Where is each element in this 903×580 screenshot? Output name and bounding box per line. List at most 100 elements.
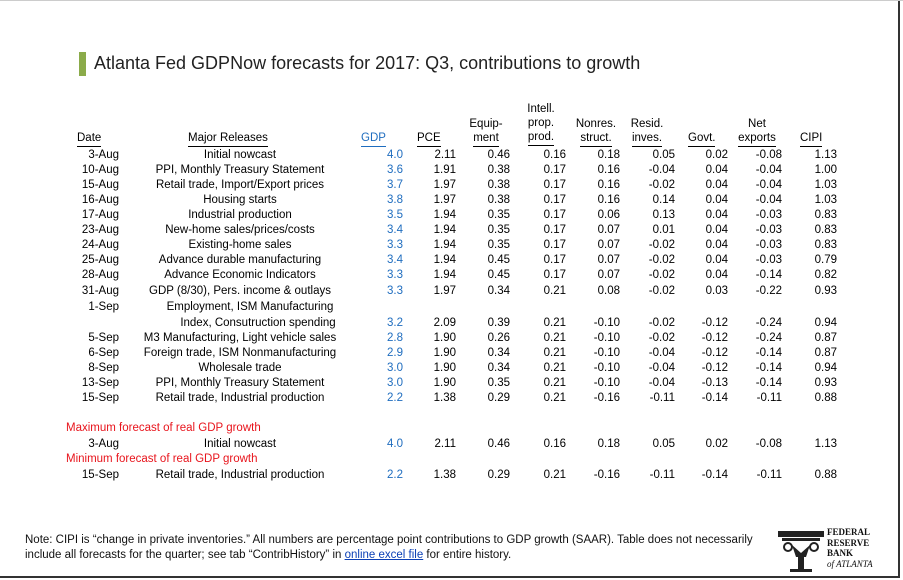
header-releases: Major Releases [188, 131, 268, 147]
cell-resid: -0.02 [648, 285, 675, 297]
cell-ipp: 0.21 [543, 469, 566, 481]
cell-netexp: -0.04 [755, 179, 782, 191]
cell-pce: 2.11 [434, 149, 456, 161]
cell-govt: -0.14 [701, 469, 728, 481]
cell-date: 1-Sep [88, 301, 119, 313]
cell-gdp: 3.0 [387, 362, 403, 374]
cell-equip: 0.45 [487, 254, 510, 266]
cell-equip: 0.26 [487, 332, 510, 344]
cell-cipi: 0.82 [814, 269, 837, 281]
cell-nonres: -0.10 [593, 332, 620, 344]
cell-release: Retail trade, Industrial production [155, 392, 325, 404]
cell-release: Retail trade, Industrial production [155, 469, 325, 481]
cell-netexp: -0.22 [755, 285, 782, 297]
cell-resid: -0.04 [648, 362, 675, 374]
cell-date: 10-Aug [81, 164, 119, 176]
cell-netexp: -0.04 [755, 164, 782, 176]
cell-nonres: 0.07 [597, 254, 620, 266]
table-row: 1-Sep Employment, ISM Manufacturing [0, 300, 903, 315]
cell-govt: -0.12 [701, 362, 728, 374]
cell-cipi: 0.88 [814, 392, 837, 404]
cell-gdp: 3.3 [387, 285, 403, 297]
cell-ipp: 0.21 [543, 362, 566, 374]
cell-govt: -0.14 [701, 392, 728, 404]
cell-pce: 1.38 [433, 469, 456, 481]
table-row: 3-Aug Initial nowcast 4.0 2.11 0.46 0.16 0.18 0… [0, 437, 903, 452]
cell-ipp: 0.21 [543, 347, 566, 359]
table-row: 16-Aug Housing starts 3.8 1.97 0.38 0.17 0.16 0… [0, 193, 903, 208]
cell-govt: 0.04 [705, 209, 728, 221]
cell-equip: 0.35 [487, 209, 510, 221]
cell-resid: -0.04 [648, 377, 675, 389]
cell-ipp: 0.21 [543, 377, 566, 389]
header-gdp: GDP [361, 131, 386, 147]
cell-nonres: -0.16 [593, 392, 620, 404]
cell-govt: 0.04 [705, 269, 728, 281]
cell-govt: -0.12 [701, 332, 728, 344]
note-text: Note: CIPI is “change in private invento… [25, 534, 753, 561]
cell-netexp: -0.08 [755, 438, 782, 450]
cell-equip: 0.34 [487, 362, 510, 374]
table-row: 17-Aug Industrial production 3.5 1.94 0.35 0.… [0, 208, 903, 223]
cell-equip: 0.35 [487, 377, 510, 389]
table-row: Index, Consutruction spending 3.2 2.09 0.39… [0, 316, 903, 331]
cell-nonres: 0.16 [597, 179, 620, 191]
cell-ipp: 0.17 [543, 224, 566, 236]
cell-nonres: 0.07 [597, 269, 620, 281]
cell-release: New-home sales/prices/costs [165, 224, 315, 236]
header-nonres: Nonres. struct. [569, 117, 623, 147]
cell-pce: 1.90 [433, 347, 456, 359]
cell-nonres: 0.07 [597, 239, 620, 251]
cell-date: 15-Sep [81, 469, 119, 481]
cell-netexp: -0.14 [755, 377, 782, 389]
cell-equip: 0.35 [487, 224, 510, 236]
cell-gdp: 3.6 [387, 164, 403, 176]
fed-logo-text: FEDERAL RESERVE BANK of ATLANTA [827, 527, 873, 569]
cell-release: Retail trade, Import/Export prices [155, 179, 325, 191]
cell-govt: 0.04 [705, 254, 728, 266]
title-accent-bar [79, 52, 86, 76]
cell-nonres: 0.07 [597, 224, 620, 236]
cell-pce: 1.97 [433, 194, 456, 206]
cell-cipi: 0.83 [814, 209, 837, 221]
cell-ipp: 0.21 [543, 392, 566, 404]
cell-release: Housing starts [203, 194, 277, 206]
cell-equip: 0.38 [487, 194, 510, 206]
cell-gdp: 4.0 [387, 149, 403, 161]
cell-resid: -0.02 [648, 332, 675, 344]
online-excel-link[interactable]: online excel file [344, 548, 424, 561]
cell-release: Initial nowcast [203, 438, 277, 450]
cell-gdp: 3.7 [387, 179, 403, 191]
cell-nonres: 0.08 [597, 285, 620, 297]
cell-pce: 1.38 [433, 392, 456, 404]
cell-pce: 1.94 [433, 209, 456, 221]
cell-resid: 0.14 [652, 194, 675, 206]
cell-release: Existing-home sales [188, 239, 292, 251]
table-row: 13-Sep PPI, Monthly Treasury Statement 3.0… [0, 376, 903, 391]
cell-date: 16-Aug [81, 194, 119, 206]
cell-date: 23-Aug [81, 224, 119, 236]
cell-nonres: 0.16 [597, 194, 620, 206]
cell-equip: 0.39 [487, 317, 510, 329]
cell-gdp: 3.0 [387, 377, 403, 389]
cell-nonres: -0.16 [593, 469, 620, 481]
cell-netexp: -0.14 [755, 269, 782, 281]
cell-gdp: 3.4 [387, 254, 403, 266]
cell-ipp: 0.17 [543, 239, 566, 251]
cell-gdp: 3.2 [387, 317, 403, 329]
cell-gdp: 2.2 [387, 469, 403, 481]
cell-equip: 0.34 [487, 285, 510, 297]
cell-gdp: 3.4 [387, 224, 403, 236]
cell-nonres: 0.16 [597, 164, 620, 176]
cell-equip: 0.38 [487, 164, 510, 176]
cell-equip: 0.29 [487, 469, 510, 481]
cell-release: PPI, Monthly Treasury Statement [155, 377, 325, 389]
cell-cipi: 0.79 [814, 254, 837, 266]
cell-release: Wholesale trade [198, 362, 282, 374]
cell-cipi: 1.13 [814, 149, 837, 161]
cell-cipi: 0.93 [814, 285, 837, 297]
cell-ipp: 0.17 [543, 269, 566, 281]
header-date: Date [77, 131, 102, 147]
cell-release: M3 Manufacturing, Light vehicle sales [143, 332, 337, 344]
